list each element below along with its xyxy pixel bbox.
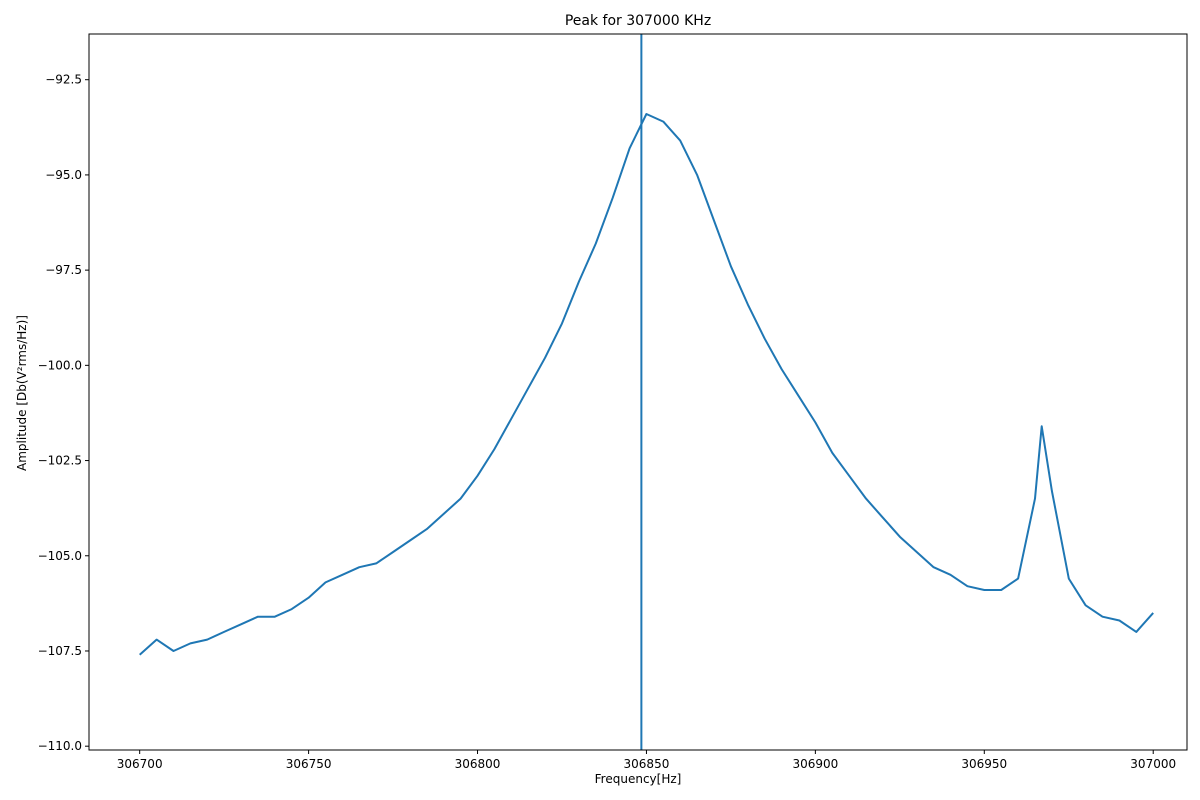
x-tick-label: 306750: [286, 757, 332, 771]
x-tick-label: 306850: [624, 757, 670, 771]
y-tick-label: −102.5: [38, 454, 82, 468]
y-tick-label: −107.5: [38, 644, 82, 658]
y-tick-label: −105.0: [38, 549, 82, 563]
y-tick-label: −92.5: [45, 73, 82, 87]
chart-title: Peak for 307000 KHz: [565, 13, 711, 29]
y-tick-label: −95.0: [45, 168, 82, 182]
x-tick-label: 306950: [961, 757, 1007, 771]
y-axis-label: Amplitude [Db(V²rms/Hz)]: [15, 315, 29, 471]
tick-marks: 306700 306750 306800 306850 306900 306950 3070…: [38, 73, 1177, 771]
x-tick-label: 306700: [117, 757, 163, 771]
spectrum-line: [139, 113, 1154, 656]
y-tick-label: −100.0: [38, 358, 82, 372]
x-tick-label: 307000: [1130, 757, 1176, 771]
y-tick-label: −110.0: [38, 739, 82, 753]
x-tick-label: 306800: [455, 757, 501, 771]
y-axis-label-text: Amplitude [Db(V²rms/Hz)]: [15, 315, 29, 471]
y-tick-label: −97.5: [45, 263, 82, 277]
x-axis-label: Frequency[Hz]: [595, 772, 682, 786]
axes-frame: [88, 33, 1188, 751]
x-tick-label: 306900: [792, 757, 838, 771]
plot-area: [139, 34, 1154, 750]
